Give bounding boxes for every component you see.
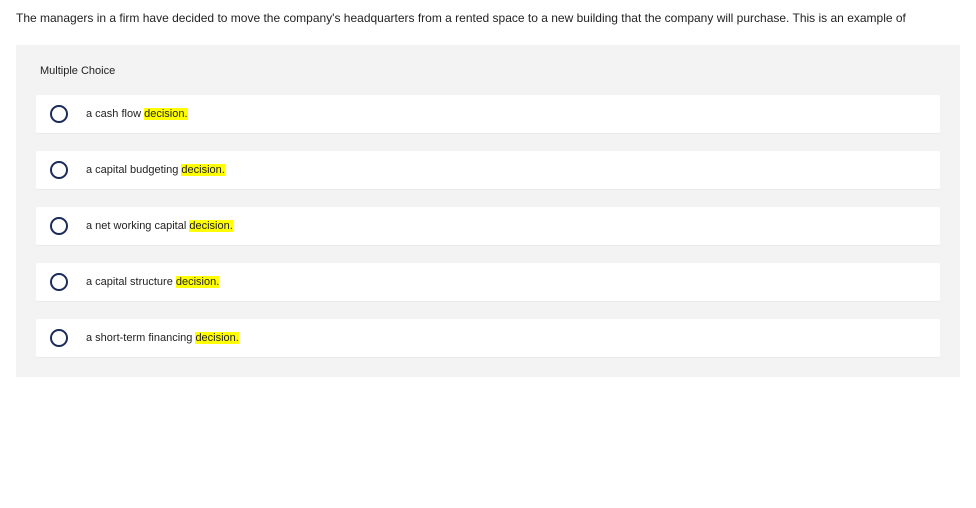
option-text: a short-term financing decision. (86, 332, 239, 344)
radio-button[interactable] (50, 329, 68, 347)
option-pre: a cash flow (86, 108, 144, 120)
radio-button[interactable] (50, 217, 68, 235)
option-highlight: decision. (181, 164, 224, 176)
option-pre: a short-term financing (86, 332, 195, 344)
option-text: a capital budgeting decision. (86, 164, 225, 176)
question-text: The managers in a firm have decided to m… (0, 0, 976, 45)
radio-button[interactable] (50, 161, 68, 179)
option-highlight: decision. (195, 332, 238, 344)
option-row[interactable]: a capital structure decision. (36, 263, 940, 301)
option-pre: a net working capital (86, 220, 189, 232)
option-highlight: decision. (144, 108, 187, 120)
multiple-choice-label: Multiple Choice (36, 61, 940, 95)
option-row[interactable]: a capital budgeting decision. (36, 151, 940, 189)
option-row[interactable]: a short-term financing decision. (36, 319, 940, 357)
option-row[interactable]: a net working capital decision. (36, 207, 940, 245)
radio-button[interactable] (50, 105, 68, 123)
option-highlight: decision. (176, 276, 219, 288)
radio-button[interactable] (50, 273, 68, 291)
option-pre: a capital structure (86, 276, 176, 288)
option-pre: a capital budgeting (86, 164, 181, 176)
option-text: a cash flow decision. (86, 108, 188, 120)
option-highlight: decision. (189, 220, 232, 232)
answer-panel: Multiple Choice a cash flow decision. a … (16, 45, 960, 377)
option-text: a capital structure decision. (86, 276, 219, 288)
option-text: a net working capital decision. (86, 220, 233, 232)
option-row[interactable]: a cash flow decision. (36, 95, 940, 133)
